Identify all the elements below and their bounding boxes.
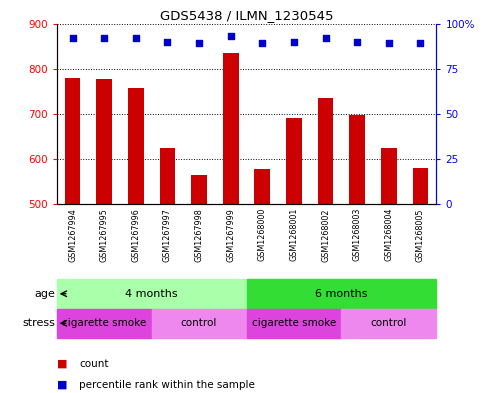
Bar <box>413 168 428 393</box>
Point <box>385 40 393 47</box>
Bar <box>286 119 302 393</box>
Bar <box>65 78 80 393</box>
Bar <box>246 279 436 309</box>
Bar <box>57 309 152 338</box>
Point <box>227 33 235 39</box>
Bar <box>317 98 333 393</box>
Point <box>417 40 424 47</box>
Text: GSM1267996: GSM1267996 <box>131 208 141 262</box>
Text: GSM1267999: GSM1267999 <box>226 208 235 262</box>
Text: stress: stress <box>22 318 55 328</box>
Text: 6 months: 6 months <box>315 289 368 299</box>
Text: GSM1268003: GSM1268003 <box>352 208 362 261</box>
Text: ■: ■ <box>57 358 67 369</box>
Text: cigarette smoke: cigarette smoke <box>62 318 146 328</box>
Text: cigarette smoke: cigarette smoke <box>252 318 336 328</box>
Point <box>195 40 203 47</box>
Text: GSM1268004: GSM1268004 <box>385 208 393 261</box>
Bar <box>128 88 143 393</box>
Text: GSM1267997: GSM1267997 <box>163 208 172 262</box>
Point <box>164 39 172 45</box>
Bar <box>96 79 112 393</box>
Bar <box>246 309 341 338</box>
Text: GSM1268002: GSM1268002 <box>321 208 330 262</box>
Bar <box>191 175 207 393</box>
Text: count: count <box>79 358 108 369</box>
Text: ■: ■ <box>57 380 67 390</box>
Point <box>100 35 108 41</box>
Point <box>69 35 76 41</box>
Point <box>321 35 329 41</box>
Bar <box>341 309 436 338</box>
Bar <box>350 115 365 393</box>
Text: age: age <box>34 289 55 299</box>
Point <box>258 40 266 47</box>
Text: GSM1268001: GSM1268001 <box>289 208 298 261</box>
Title: GDS5438 / ILMN_1230545: GDS5438 / ILMN_1230545 <box>160 9 333 22</box>
Point <box>353 39 361 45</box>
Text: control: control <box>371 318 407 328</box>
Bar <box>152 309 246 338</box>
Text: 4 months: 4 months <box>125 289 178 299</box>
Bar <box>381 148 397 393</box>
Point <box>132 35 140 41</box>
Text: GSM1267995: GSM1267995 <box>100 208 108 262</box>
Text: GSM1267994: GSM1267994 <box>68 208 77 262</box>
Bar <box>223 53 239 393</box>
Text: GSM1267998: GSM1267998 <box>195 208 204 262</box>
Text: percentile rank within the sample: percentile rank within the sample <box>79 380 255 390</box>
Text: GSM1268000: GSM1268000 <box>258 208 267 261</box>
Text: GSM1268005: GSM1268005 <box>416 208 425 262</box>
Point <box>290 39 298 45</box>
Bar <box>57 279 246 309</box>
Bar <box>254 169 270 393</box>
Text: control: control <box>181 318 217 328</box>
Bar <box>160 148 176 393</box>
